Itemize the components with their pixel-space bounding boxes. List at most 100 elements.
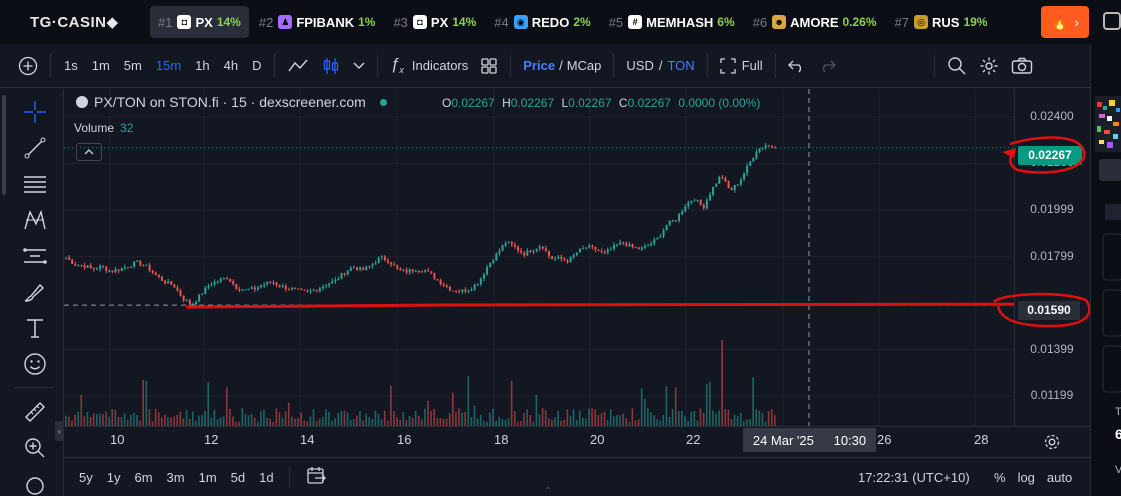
volume-bar — [588, 408, 590, 426]
projection-tool[interactable] — [20, 241, 50, 271]
measure-tool[interactable] — [20, 397, 50, 427]
brush-tool[interactable] — [20, 277, 50, 307]
add-symbol-button[interactable] — [0, 51, 44, 81]
site-logo[interactable]: TG·CASIN◆ — [30, 14, 119, 31]
candle-body — [452, 290, 455, 292]
range-1m[interactable]: 1m — [198, 469, 217, 485]
interval-4h[interactable]: 4h — [223, 58, 239, 73]
range-1d[interactable]: 1d — [259, 469, 274, 485]
percent-scale-toggle[interactable]: % — [994, 470, 1006, 485]
candle-body — [399, 268, 402, 270]
range-5d[interactable]: 5d — [230, 469, 246, 485]
fib-tool[interactable] — [20, 169, 50, 199]
range-5y[interactable]: 5y — [79, 469, 93, 485]
ticker-item-fpibank[interactable]: #2 ♟ FPIBANK 1% — [251, 6, 384, 38]
mcap-option[interactable]: MCap — [566, 58, 602, 73]
toolbar-divider — [288, 466, 290, 488]
price-option[interactable]: Price — [523, 58, 556, 73]
side-panel-peek[interactable]: T 6 V — [1090, 44, 1121, 496]
token-icon: ◘ — [412, 15, 427, 29]
undo-button[interactable] — [782, 51, 812, 81]
trend-line-tool[interactable] — [20, 133, 50, 163]
range-3m[interactable]: 3m — [166, 469, 185, 485]
volume-bar — [334, 418, 336, 426]
chart-style-dropdown[interactable] — [347, 51, 371, 81]
interval-1m[interactable]: 1m — [91, 58, 110, 73]
ticker-symbol: AMORE — [790, 14, 839, 30]
side-panel-icon[interactable] — [1103, 12, 1121, 30]
auto-scale-toggle[interactable]: auto — [1046, 470, 1073, 485]
candle-body — [74, 263, 77, 266]
candle-body — [148, 264, 151, 271]
ticker-item-amore[interactable]: #6 ☻ AMORE 0.26% — [745, 6, 885, 38]
emoji-tool[interactable] — [20, 349, 50, 379]
range-6m[interactable]: 6m — [134, 469, 153, 485]
interval-15m[interactable]: 15m — [155, 58, 182, 73]
volume-bar — [547, 418, 550, 426]
interval-5m[interactable]: 5m — [123, 58, 142, 73]
resize-handle-icon[interactable]: ⌃ — [544, 486, 553, 496]
chevron-down-icon — [353, 62, 365, 69]
ticker-item-px[interactable]: #1 ◘ PX 14% — [150, 6, 249, 38]
price-mcap-toggle[interactable]: Price / MCap — [517, 51, 607, 81]
range-1y[interactable]: 1y — [106, 469, 121, 485]
time-scale-settings-button[interactable] — [1043, 433, 1061, 456]
volume-bar — [222, 416, 225, 426]
log-scale-toggle[interactable]: log — [1017, 470, 1035, 485]
symbol-title[interactable]: PX/TON on STON.fi · 15 · dexscreener.com — [94, 94, 366, 110]
ticker-item-px[interactable]: #3 ◘ PX 14% — [385, 6, 484, 38]
chart-pane[interactable] — [64, 89, 1014, 426]
magnet-tool[interactable] — [20, 469, 50, 496]
text-tool[interactable] — [20, 313, 50, 343]
chart-style-candles-button[interactable] — [315, 51, 347, 81]
candle-body — [622, 242, 625, 244]
fullscreen-button[interactable]: Full — [714, 51, 769, 81]
clock-timezone[interactable]: 17:22:31 (UTC+10) — [858, 470, 970, 485]
candle-body — [665, 224, 668, 231]
candle-body — [774, 147, 776, 149]
quick-search-button[interactable] — [941, 51, 973, 81]
candle-body — [266, 281, 269, 285]
chart-style-line-button[interactable] — [281, 51, 315, 81]
volume-bar — [774, 415, 776, 426]
volume-bar — [74, 414, 76, 426]
usd-option[interactable]: USD — [626, 58, 654, 73]
crosshair-tool[interactable] — [20, 97, 50, 127]
settings-button[interactable] — [973, 51, 1005, 81]
goto-date-button[interactable] — [298, 466, 336, 489]
ticker-item-rus[interactable]: #7 ◎ RUS 19% — [887, 6, 996, 38]
collapse-legend-button[interactable] — [76, 143, 102, 161]
indicators-button[interactable]: ƒx Indicators — [384, 51, 474, 81]
interval-d[interactable]: D — [252, 58, 262, 73]
trending-fire-button[interactable]: 🔥 › — [1041, 6, 1089, 38]
ticker-item-redo[interactable]: #4 ◉ REDO 2% — [486, 6, 598, 38]
volume-bar — [291, 416, 293, 426]
pattern-tool[interactable] — [20, 205, 50, 235]
redo-button[interactable] — [812, 51, 842, 81]
volume-bar — [185, 409, 188, 426]
screenshot-button[interactable] — [1005, 51, 1039, 81]
currency-toggle[interactable]: USD / TON — [620, 51, 700, 81]
layouts-button[interactable] — [474, 51, 504, 81]
time-scale[interactable] — [64, 426, 1090, 456]
magnet-icon — [26, 477, 44, 495]
ton-option[interactable]: TON — [667, 58, 695, 73]
volume-bar — [495, 420, 497, 426]
ticker-item-memhash[interactable]: #5 # MEMHASH 6% — [601, 6, 743, 38]
candle-body — [597, 249, 600, 251]
tools-scrollbar[interactable] — [2, 95, 6, 195]
volume-bar — [402, 412, 405, 426]
zoom-in-tool[interactable] — [20, 433, 50, 463]
candle-body — [408, 269, 411, 273]
interval-1h[interactable]: 1h — [195, 58, 210, 73]
collapse-tools-handle[interactable]: ‹ — [55, 421, 64, 441]
price-scale[interactable] — [1014, 89, 1090, 426]
token-icon: ◎ — [914, 15, 928, 29]
candle-body — [235, 284, 238, 290]
volume-bar — [89, 417, 92, 426]
price-chart[interactable] — [64, 89, 1014, 426]
volume-bar — [210, 417, 213, 426]
interval-1s[interactable]: 1s — [64, 58, 78, 73]
candle-body — [616, 244, 619, 246]
candle-body — [222, 278, 225, 280]
